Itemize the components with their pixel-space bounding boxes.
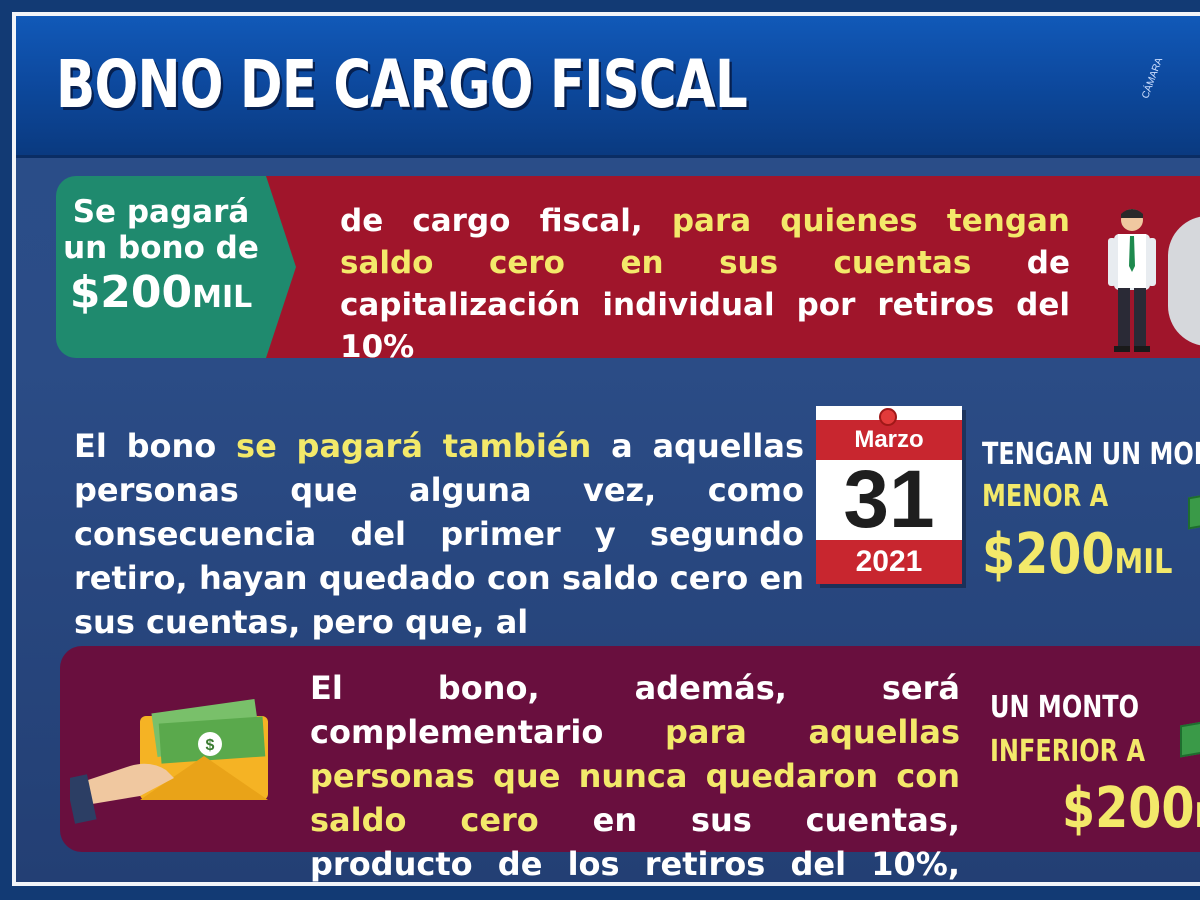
row3-paragraph: El bono, además, será complementario par…: [310, 666, 961, 883]
calendar-month: Marzo: [816, 420, 962, 460]
badge-unit: MIL: [192, 280, 253, 315]
row2-paragraph: El bono se pagará también a aquellas per…: [74, 424, 804, 644]
svg-text:$: $: [206, 737, 215, 754]
row3-side-unit: M: [1194, 796, 1200, 836]
red-band: [136, 176, 1200, 358]
calendar-day: 31: [843, 454, 935, 545]
money-bag-icon: [1168, 216, 1200, 346]
row2-side-amount: $200: [982, 522, 1115, 587]
row3-amount-callout: UN MONTO INFERIOR A $200M: [990, 686, 1200, 851]
businessman-icon: [1108, 209, 1156, 352]
cash-stack-icon: [1188, 490, 1200, 530]
calendar-year: 2021: [816, 540, 962, 584]
hand-envelope-icon: $: [70, 698, 268, 824]
bono-info-band: Se pagará un bono de $200MIL de cargo fi…: [56, 176, 1200, 365]
badge-text: Se pagará un bono de $200MIL: [56, 194, 266, 325]
row1-text-part1: de cargo fiscal,: [340, 203, 672, 239]
row2-side-line-1: TENGAN UN MONTO: [982, 437, 1200, 472]
badge-amount-line: $200MIL: [56, 266, 266, 325]
green-badge: Se pagará un bono de $200MIL: [56, 176, 296, 358]
row1-highlight: para quienes tengan saldo cero en sus cu…: [340, 203, 1070, 281]
row2-side-amount-line: $200MIL: [982, 518, 1186, 599]
row2-side-line-2: MENOR A: [982, 479, 1109, 514]
row3-side-line-1: UN MONTO: [990, 690, 1140, 725]
row3-side-line-2: INFERIOR A: [990, 734, 1146, 769]
row3-side-amount: $200: [1062, 776, 1195, 841]
row1-text-part2: de capitalización individual por retiros…: [340, 245, 1070, 365]
calendar-icon: Marzo 31 2021: [816, 406, 962, 584]
page-title: BONO DE CARGO FISCAL: [56, 46, 748, 123]
complementary-band: $ El bono, además, será complementario p…: [60, 646, 1200, 882]
row3-side-amount-line: $200M: [1062, 774, 1200, 851]
pushpin-icon: [879, 408, 897, 426]
row3-highlight: para aquellas personas que nunca quedaro…: [310, 713, 961, 839]
row2-text-part1: El bono: [74, 427, 237, 465]
cash-stack-icon: [1180, 718, 1200, 758]
row2-side-unit: MIL: [1114, 542, 1173, 582]
row2-text-part2: a aquellas personas que alguna vez, como…: [74, 427, 804, 641]
row2-amount-callout: TENGAN UN MONTO MENOR A $200MIL: [982, 434, 1200, 599]
row3-text-part2: en sus cuentas, producto de los retiros …: [310, 801, 960, 883]
row3-text-part1: El bono, además, será complementario: [310, 669, 960, 751]
logo-seal: CÁMARA: [1140, 56, 1166, 101]
header-banner: BONO DE CARGO FISCAL CÁMARA: [16, 16, 1200, 158]
infographic-frame: BONO DE CARGO FISCAL CÁMARA Se pagará un…: [12, 12, 1200, 886]
badge-amount: $200: [69, 267, 193, 318]
row1-paragraph: de cargo fiscal, para quienes tengan sal…: [340, 200, 1070, 368]
badge-line-2: un bono de: [63, 230, 259, 266]
badge-line-1: Se pagará: [72, 194, 250, 230]
row2-highlight: se pagará también: [236, 427, 592, 465]
